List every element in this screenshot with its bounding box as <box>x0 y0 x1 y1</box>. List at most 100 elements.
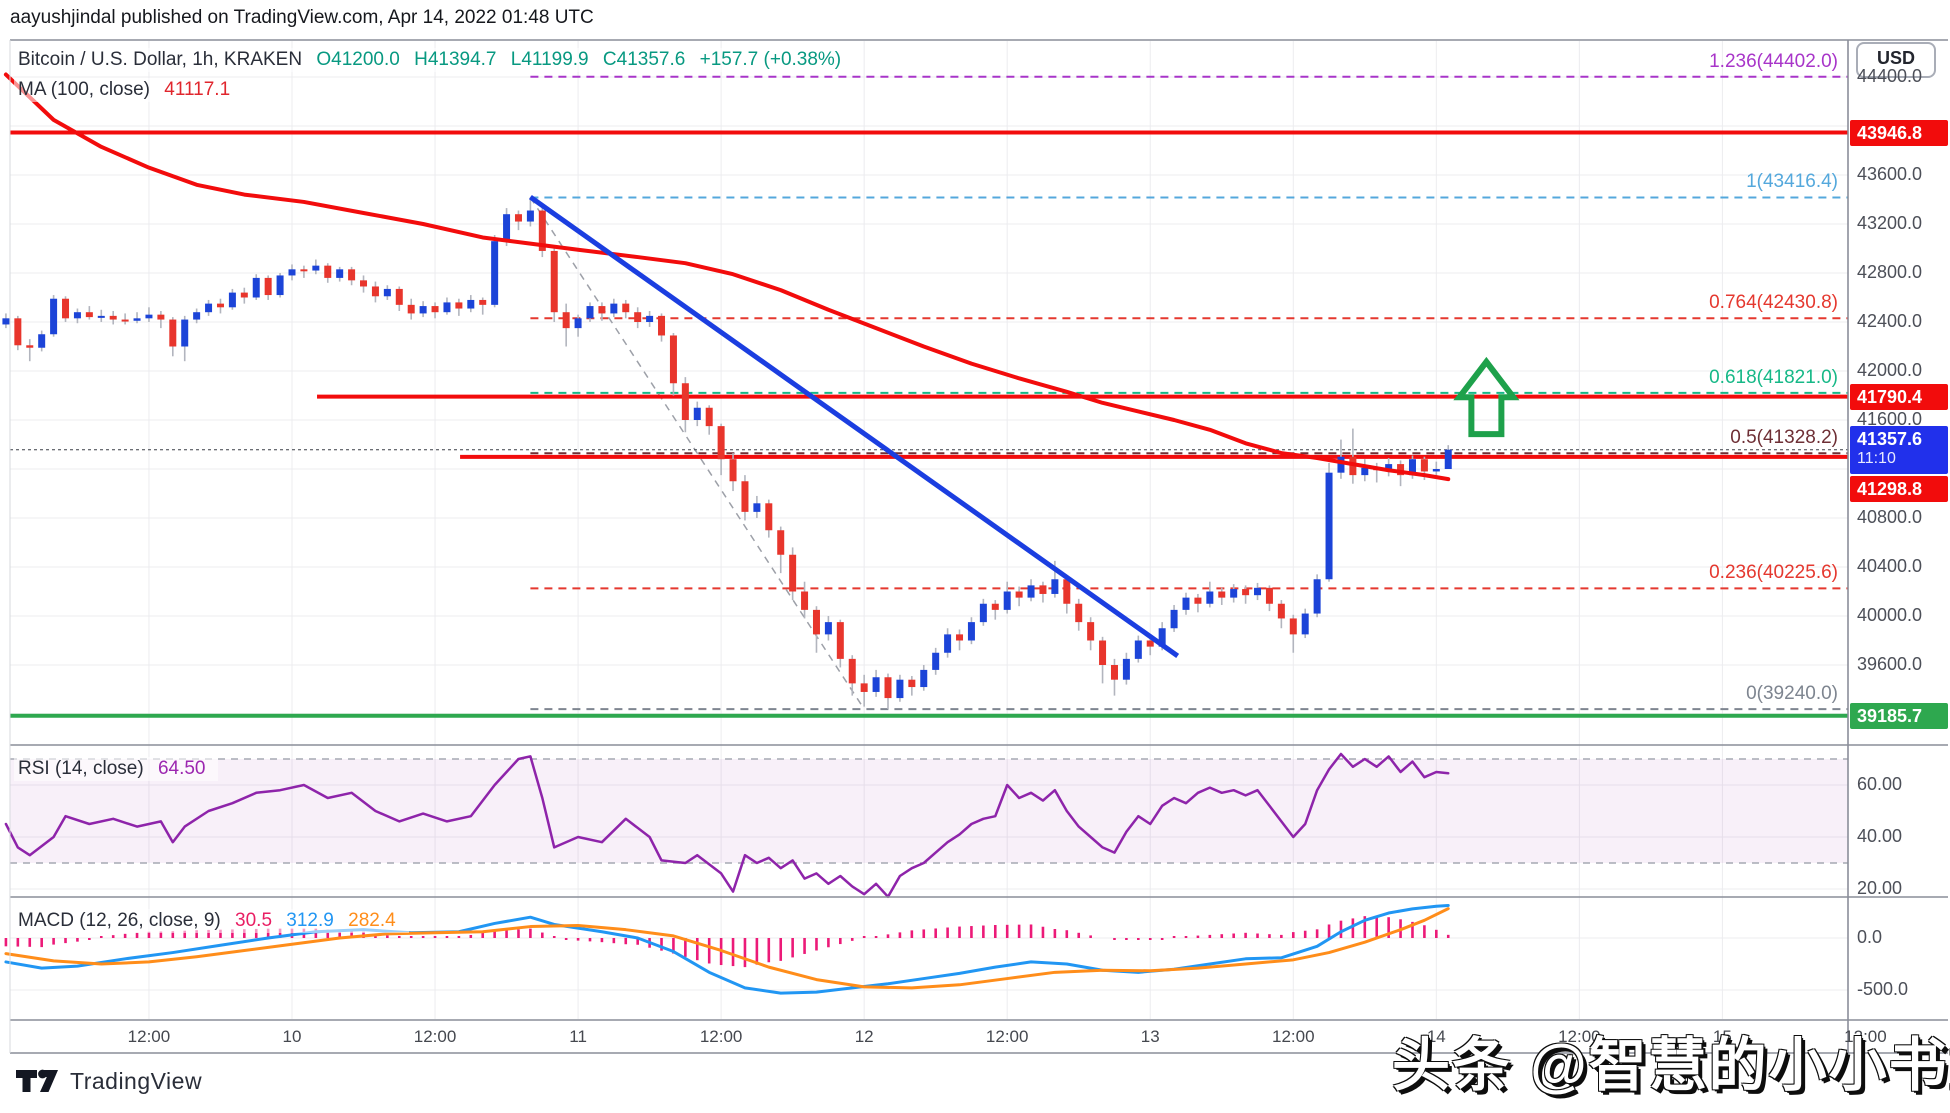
candle-down[interactable] <box>14 318 22 346</box>
candle-down[interactable] <box>169 319 177 347</box>
time-axis-label[interactable]: 13 <box>1140 1027 1160 1046</box>
price-axis-tick[interactable]: 40400.0 <box>1857 556 1923 576</box>
candle-up[interactable] <box>419 306 427 314</box>
candle-up[interactable] <box>1361 467 1369 476</box>
price-axis-tick[interactable]: 41600.0 <box>1857 409 1923 429</box>
time-axis-label[interactable]: 15 <box>1712 1027 1732 1046</box>
price-axis-tick[interactable]: 44400.0 <box>1857 66 1923 86</box>
candle-down[interactable] <box>765 503 773 531</box>
candle-down[interactable] <box>1099 640 1107 666</box>
candle-up[interactable] <box>443 302 451 313</box>
candle-down[interactable] <box>26 345 34 348</box>
candle-up[interactable] <box>1170 609 1178 629</box>
candle-down[interactable] <box>729 459 737 482</box>
rsi-legend[interactable]: RSI (14, close) 64.50 <box>14 757 219 781</box>
candle-down[interactable] <box>705 407 713 427</box>
candle-down[interactable] <box>1039 585 1047 594</box>
time-axis-label[interactable]: 12:00 <box>1558 1027 1601 1046</box>
candle-up[interactable] <box>526 210 534 222</box>
candle-up[interactable] <box>967 622 975 641</box>
candle-down[interactable] <box>1075 603 1083 623</box>
candle-up[interactable] <box>181 319 189 347</box>
candle-down[interactable] <box>717 426 725 460</box>
candle-down[interactable] <box>956 634 964 641</box>
candle-down[interactable] <box>479 299 487 305</box>
ma-legend[interactable]: MA (100, close) 41117.1 <box>14 78 244 102</box>
candle-up[interactable] <box>50 298 58 335</box>
candle-down[interactable] <box>836 622 844 659</box>
candle-up[interactable] <box>133 318 141 321</box>
price-axis-tick[interactable]: 40800.0 <box>1857 507 1923 527</box>
candle-down[interactable] <box>85 312 93 318</box>
price-axis-tick[interactable]: 42400.0 <box>1857 311 1923 331</box>
candle-down[interactable] <box>812 609 820 635</box>
candle-up[interactable] <box>1444 449 1452 469</box>
candle-up[interactable] <box>1337 456 1345 473</box>
candle-up[interactable] <box>1122 658 1130 680</box>
candle-down[interactable] <box>1242 589 1250 596</box>
candle-down[interactable] <box>1277 603 1285 619</box>
candle-up[interactable] <box>753 503 761 512</box>
candle-down[interactable] <box>62 298 70 319</box>
candle-down[interactable] <box>848 658 856 684</box>
price-axis-tick[interactable]: 42800.0 <box>1857 262 1923 282</box>
candle-down[interactable] <box>1289 618 1297 635</box>
time-axis-label[interactable]: 12:00 <box>1271 1027 1315 1046</box>
candle-down[interactable] <box>371 286 379 297</box>
price-axis-tick[interactable]: 39600.0 <box>1857 654 1923 674</box>
rsi-line[interactable] <box>4 752 1450 899</box>
candle-up[interactable] <box>1408 459 1416 476</box>
candle-up[interactable] <box>574 318 582 329</box>
candle-up[interactable] <box>97 315 105 318</box>
candle-down[interactable] <box>324 265 332 278</box>
candle-up[interactable] <box>1385 464 1393 471</box>
candle-up[interactable] <box>288 269 296 276</box>
macd-axis-tick[interactable]: -500.0 <box>1857 979 1909 999</box>
candle-up[interactable] <box>1313 579 1321 614</box>
time-axis-label[interactable]: 10 <box>282 1027 302 1046</box>
candle-down[interactable] <box>264 277 272 296</box>
candle-down[interactable] <box>1420 459 1428 472</box>
candle-down[interactable] <box>634 312 642 322</box>
candle-up[interactable] <box>1301 613 1309 635</box>
candle-down[interactable] <box>1265 587 1273 604</box>
candle-down[interactable] <box>669 335 677 384</box>
candle-up[interactable] <box>944 634 952 653</box>
candle-up[interactable] <box>932 652 940 670</box>
symbol-legend[interactable]: Bitcoin / U.S. Dollar, 1h, KRAKEN O41200… <box>14 48 855 72</box>
candle-up[interactable] <box>646 315 654 322</box>
candle-up[interactable] <box>252 277 260 298</box>
candle-down[interactable] <box>991 603 999 610</box>
currency-toggle-button[interactable]: USD <box>1856 42 1936 78</box>
price-axis-tick[interactable]: 42000.0 <box>1857 360 1923 380</box>
candle-up[interactable] <box>383 288 391 297</box>
candle-up[interactable] <box>1325 472 1333 580</box>
ma100-line[interactable] <box>3 72 1451 482</box>
candle-down[interactable] <box>455 302 463 309</box>
candle-down[interactable] <box>1063 579 1071 604</box>
candle-down[interactable] <box>622 303 630 313</box>
candle-down[interactable] <box>1146 640 1154 647</box>
candle-up[interactable] <box>228 292 236 308</box>
candle-down[interactable] <box>300 269 308 272</box>
candle-up[interactable] <box>145 314 153 319</box>
candle-up[interactable] <box>586 306 594 319</box>
price-axis-tick[interactable]: 43600.0 <box>1857 164 1923 184</box>
candle-down[interactable] <box>908 679 916 688</box>
candle-up[interactable] <box>276 275 284 296</box>
candle-up[interactable] <box>73 312 81 319</box>
candle-up[interactable] <box>1051 579 1059 594</box>
green-up-arrow-annotation[interactable] <box>1453 356 1520 438</box>
candle-down[interactable] <box>1110 665 1118 680</box>
time-axis-label[interactable]: 12:00 <box>127 1027 171 1046</box>
candle-down[interactable] <box>550 250 558 313</box>
candle-up[interactable] <box>1230 589 1238 598</box>
rsi-axis-tick[interactable]: 40.00 <box>1857 826 1903 846</box>
rsi-axis-tick[interactable]: 60.00 <box>1857 774 1903 794</box>
candle-up[interactable] <box>610 303 618 314</box>
candle-down[interactable] <box>348 269 356 281</box>
candle-up[interactable] <box>205 303 213 313</box>
candle-up[interactable] <box>312 265 320 271</box>
candle-down[interactable] <box>681 383 689 420</box>
